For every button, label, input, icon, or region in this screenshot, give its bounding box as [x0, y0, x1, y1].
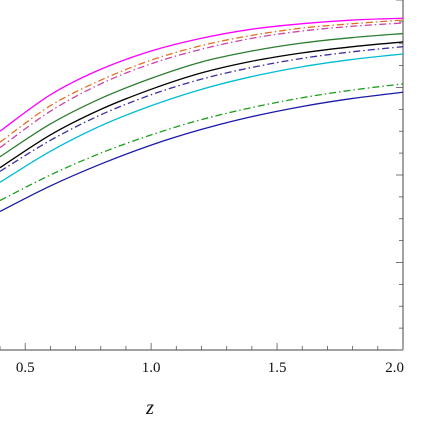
series-layer	[0, 17, 404, 213]
series-line-8	[0, 83, 404, 202]
series-line-5	[0, 41, 404, 169]
series-line-2	[0, 19, 404, 143]
series-line-7	[0, 53, 404, 183]
x-tick-label: 1.5	[268, 360, 287, 376]
series-line-9	[0, 91, 404, 213]
x-tick-labels: 0.5 1.0 1.5 2.0	[16, 360, 404, 376]
series-line-1	[0, 17, 404, 132]
series-line-6	[0, 46, 404, 172]
tick-marks	[0, 0, 404, 351]
x-tick-label: 1.0	[142, 360, 161, 376]
series-line-4	[0, 32, 404, 158]
x-tick-label: 2.0	[385, 360, 404, 376]
x-axis-label: z	[145, 397, 154, 419]
series-line-3	[0, 22, 404, 149]
x-tick-label: 0.5	[16, 360, 35, 376]
